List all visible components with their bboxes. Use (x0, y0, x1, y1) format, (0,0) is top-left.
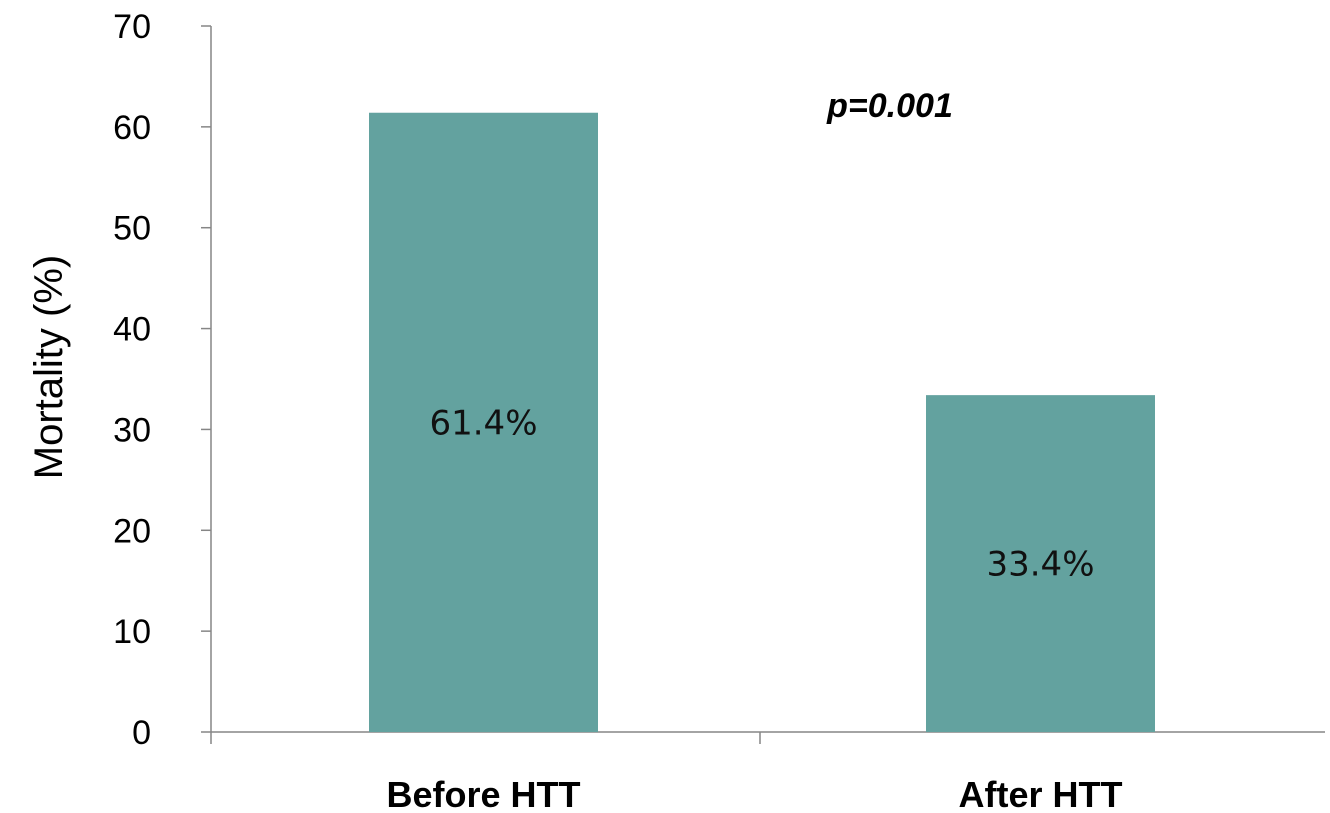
y-tick-label: 40 (113, 311, 151, 349)
y-axis-title: Mortality (%) (27, 255, 71, 479)
chart-bars (369, 112, 1155, 733)
chart-labels: 61.4% Before HTT 33.4% After HTT (386, 403, 1122, 813)
y-tick-label: 50 (113, 210, 151, 248)
y-tick-label: 60 (113, 109, 151, 147)
bar (369, 112, 598, 733)
bar (926, 395, 1155, 732)
y-tick-label: 30 (113, 411, 151, 449)
bar-data-label: 61.4% (429, 403, 537, 443)
y-tick-label: 10 (113, 613, 151, 651)
x-category-label: After HTT (959, 774, 1123, 813)
p-value-annotation: p=0.001 (826, 87, 953, 125)
y-tick-label: 20 (113, 512, 151, 550)
y-tick-label: 0 (132, 714, 151, 752)
x-category-label: Before HTT (386, 774, 580, 813)
chart-axes: 0 10 20 30 40 50 60 70 (113, 8, 1325, 752)
bar-data-label: 33.4% (986, 545, 1094, 585)
y-tick-label: 70 (113, 8, 151, 46)
